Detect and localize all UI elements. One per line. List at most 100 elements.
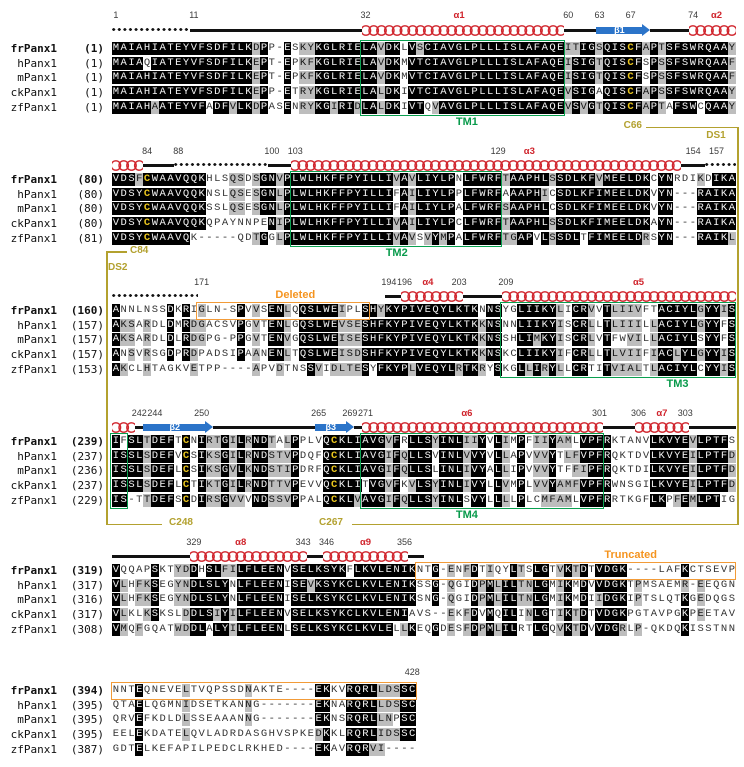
sequence-row: MAIAHIATEYVFSDFILKDPP-ESKYKGLRIELAVDKLVS… bbox=[112, 42, 736, 55]
alpha-helix-label: α1 bbox=[453, 9, 465, 21]
species-label: mPanx1 bbox=[17, 71, 57, 85]
helix-coil bbox=[112, 159, 144, 172]
structure-line bbox=[268, 164, 292, 167]
sequence-row: ISSLSDEFLCSIKSGVLKNDSTIPDRFQCKLIAVGIFQLL… bbox=[112, 464, 736, 478]
beta-strand-arrow-head bbox=[205, 421, 214, 433]
species-label: mPanx1 bbox=[17, 713, 57, 727]
row-start-number: (237) bbox=[70, 479, 104, 493]
position-number: 32 bbox=[360, 10, 371, 20]
ds2-label: DS2 bbox=[108, 262, 128, 273]
disulfide-line bbox=[106, 251, 127, 254]
species-label: ckPanx1 bbox=[10, 86, 57, 100]
sequence-row: VDSYCWAAVQK-----QDTGGLPLWLHKFFPYILLIVAVS… bbox=[112, 231, 736, 245]
structure-line bbox=[143, 164, 175, 167]
disulfide-line bbox=[106, 251, 108, 526]
position-number: 209 bbox=[498, 277, 514, 287]
row-start-number: (316) bbox=[70, 593, 104, 607]
beta-strand-label: β1 bbox=[614, 25, 625, 35]
helix-icon bbox=[689, 25, 736, 36]
species-label: frPanx1 bbox=[10, 684, 57, 697]
species-label: ckPanx1 bbox=[10, 728, 57, 742]
sequence-row: MAIAHIATEYVFSDFILKEPP-ETRYKGLRIELALDKIVT… bbox=[112, 86, 736, 100]
position-number: 1 bbox=[113, 10, 119, 20]
row-start-number: (157) bbox=[70, 348, 104, 362]
sequence-row: AKCLHTAGKVETPP----APVDTNSSVIDLTESYFKYPLV… bbox=[112, 362, 736, 376]
truncated-label: Truncated bbox=[604, 548, 657, 561]
structure-line bbox=[213, 426, 315, 429]
position-number: 171 bbox=[194, 277, 210, 287]
row-start-number: (1) bbox=[84, 100, 104, 114]
sequence-row: NNTEQNEVELTVQPSSDNAKTE----EKKVRQRLLDSSC bbox=[112, 684, 417, 697]
structure-line bbox=[603, 426, 635, 429]
helix-coil bbox=[634, 421, 690, 434]
helix-icon bbox=[361, 422, 604, 433]
position-number: 100 bbox=[264, 146, 280, 156]
disulfide-line bbox=[106, 523, 162, 526]
helix-coil bbox=[322, 550, 409, 563]
species-label: ckPanx1 bbox=[10, 608, 57, 622]
beta-strand-label: β3 bbox=[325, 422, 337, 432]
position-number: 63 bbox=[594, 10, 605, 20]
position-number: 154 bbox=[685, 146, 701, 156]
species-label: ckPanx1 bbox=[10, 479, 57, 493]
beta-strand-arrow bbox=[143, 424, 207, 431]
structure-line bbox=[190, 29, 362, 32]
tm-label: TM4 bbox=[455, 509, 478, 522]
cysteine-label-c248: C248 bbox=[169, 516, 193, 528]
species-label: frPanx1 bbox=[10, 173, 57, 186]
position-number: 301 bbox=[591, 408, 608, 418]
row-start-number: (317) bbox=[70, 578, 104, 592]
species-label: mPanx1 bbox=[17, 202, 57, 216]
position-number: 157 bbox=[708, 146, 725, 156]
helix-coil bbox=[361, 24, 565, 37]
species-label: mPanx1 bbox=[17, 593, 57, 607]
sequence-row: AKSARDLDMRDGACSVPGVTENLGQSLWEVSESHFKYPIV… bbox=[112, 318, 736, 332]
sequence-row: VLKLKSKSLDDLSIYILFLEENVSELKSYKCLKVLENIAV… bbox=[112, 608, 735, 622]
row-start-number: (80) bbox=[77, 202, 105, 216]
sequence-row: VDSYCWAAVQQKQPAYNNPENIPLWLHKFFPYILLIVAIL… bbox=[112, 217, 736, 231]
position-number: 306 bbox=[630, 408, 647, 418]
position-number: 343 bbox=[295, 537, 311, 547]
row-start-number: (153) bbox=[70, 362, 104, 376]
position-number: 74 bbox=[688, 10, 699, 20]
structure-line bbox=[681, 164, 705, 167]
disulfide-line bbox=[646, 126, 739, 129]
helix-icon bbox=[400, 291, 463, 302]
sequence-row: VLHFKSEGYNDLSLYNLFLEENISELKSYKCLKVLENIKS… bbox=[112, 593, 735, 607]
row-start-number: (1) bbox=[84, 71, 104, 85]
species-label: zfPanx1 bbox=[10, 493, 57, 507]
structure-line bbox=[408, 555, 424, 558]
structure-dotted-line bbox=[174, 163, 268, 167]
helix-coil bbox=[689, 24, 736, 37]
species-label: zfPanx1 bbox=[10, 742, 57, 756]
sequence-row: MAIAQIATEYVFSDFILKEPT-EPKFKGLRIELAVDKMVT… bbox=[112, 56, 736, 70]
disulfide-line bbox=[352, 523, 739, 526]
helix-coil bbox=[400, 290, 463, 303]
sequence-row: VDSYCWAAVQQKSSLQSESGNLPLWLHKFFPYILLIFAIL… bbox=[112, 202, 736, 216]
sequence-row: AKSARDLDLRDGPG-PPGVTENVGQSLWEISESHFKYPIV… bbox=[112, 333, 736, 347]
row-start-number: (157) bbox=[70, 333, 104, 347]
structure-line bbox=[564, 29, 596, 32]
beta-strand-arrow-head bbox=[642, 24, 651, 36]
alpha-helix-label: α2 bbox=[710, 9, 723, 21]
row-start-number: (80) bbox=[77, 173, 105, 186]
row-start-number: (387) bbox=[70, 742, 104, 756]
position-number: 103 bbox=[287, 146, 303, 156]
helix-coil bbox=[112, 421, 136, 434]
beta-strand-arrow bbox=[595, 27, 644, 34]
alpha-helix-label: α5 bbox=[632, 276, 645, 288]
structure-line bbox=[135, 426, 144, 429]
row-start-number: (157) bbox=[70, 318, 104, 332]
structure-dotted-line bbox=[112, 294, 198, 298]
sequence-row: VDSFCWAAVQQKHLSQSDSGNVPLWLHKFFPYILLIVAVL… bbox=[112, 173, 736, 186]
row-start-number: (395) bbox=[70, 728, 104, 742]
helix-icon bbox=[322, 551, 409, 562]
species-label: hPanx1 bbox=[17, 698, 57, 712]
sequence-row: IS-TTDEFSCDIRSGVVVNDSSVPPALQCKLVAVGIFQLL… bbox=[112, 493, 735, 507]
helix-icon bbox=[112, 160, 144, 171]
row-start-number: (80) bbox=[77, 187, 105, 201]
position-number: 88 bbox=[173, 146, 184, 156]
row-start-number: (237) bbox=[70, 449, 104, 463]
position-number: 194 bbox=[381, 277, 397, 287]
helix-icon bbox=[190, 551, 307, 562]
